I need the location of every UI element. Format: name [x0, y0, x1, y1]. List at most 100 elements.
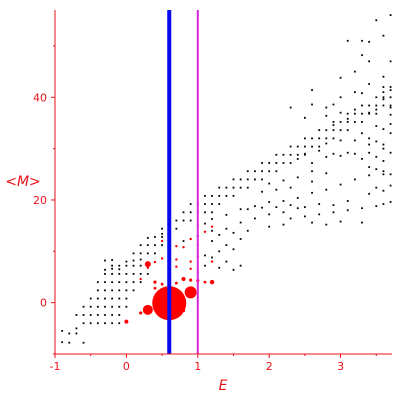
data-point	[232, 186, 235, 189]
data-point	[111, 264, 114, 267]
data-point	[268, 170, 271, 173]
data-point	[325, 188, 328, 191]
data-point	[289, 145, 292, 148]
data-point-red	[189, 260, 192, 263]
data-point	[332, 211, 335, 214]
data-point	[332, 137, 335, 140]
data-point	[111, 273, 114, 275]
data-point	[261, 170, 263, 173]
data-point	[375, 104, 378, 107]
data-point	[132, 281, 135, 284]
data-point	[96, 289, 99, 292]
data-point	[361, 104, 363, 107]
data-point	[382, 170, 385, 173]
data-point	[296, 145, 299, 148]
data-point	[225, 244, 228, 247]
data-point	[296, 207, 299, 210]
data-point-red	[160, 257, 164, 260]
data-point	[204, 194, 206, 197]
x-axis-title: E	[219, 378, 228, 394]
data-point	[246, 178, 249, 181]
data-point	[382, 34, 385, 37]
data-point	[246, 229, 249, 232]
data-point	[389, 201, 392, 203]
data-point	[268, 182, 271, 185]
data-point	[239, 221, 242, 224]
data-point-red	[139, 311, 143, 315]
data-point	[346, 129, 349, 132]
data-point-red	[153, 260, 157, 264]
data-point	[132, 252, 135, 255]
data-point	[282, 211, 285, 214]
data-point-red	[153, 286, 157, 290]
data-point	[339, 183, 342, 186]
data-point	[311, 191, 313, 194]
data-point	[104, 314, 106, 316]
data-point	[125, 281, 128, 284]
data-point	[111, 267, 114, 270]
data-point-red	[182, 246, 185, 249]
data-point	[389, 89, 392, 91]
data-point	[125, 305, 128, 308]
data-point	[225, 194, 228, 197]
data-point	[275, 206, 278, 209]
data-point	[389, 106, 392, 109]
data-point-red	[139, 277, 142, 281]
data-point	[346, 209, 349, 212]
data-point-red	[124, 319, 129, 324]
data-point	[225, 213, 228, 216]
data-point	[303, 152, 306, 155]
data-point	[111, 297, 114, 300]
data-point	[389, 151, 392, 154]
data-point	[382, 75, 385, 78]
data-point	[125, 289, 128, 292]
data-point	[254, 170, 256, 173]
data-point	[89, 305, 92, 308]
data-point	[311, 221, 313, 224]
data-point	[361, 112, 363, 115]
data-point	[239, 178, 242, 181]
data-point	[368, 60, 371, 63]
axes-layer	[54, 10, 392, 355]
data-point	[111, 281, 114, 284]
data-point	[232, 194, 235, 197]
data-point	[82, 322, 85, 325]
data-point	[361, 157, 363, 160]
data-point	[96, 314, 99, 316]
data-point	[375, 205, 378, 208]
data-point	[368, 112, 371, 115]
data-point	[239, 208, 242, 211]
data-point	[118, 297, 121, 300]
data-point	[353, 121, 356, 123]
data-point	[154, 236, 156, 238]
data-point	[389, 96, 392, 99]
data-point	[361, 54, 363, 57]
data-point	[239, 264, 242, 267]
data-point	[353, 70, 356, 73]
data-point	[311, 180, 313, 183]
data-point	[132, 289, 135, 292]
data-point	[104, 268, 106, 271]
x-tick-label: 2	[266, 360, 273, 373]
data-point-red	[210, 260, 214, 263]
data-point	[218, 194, 221, 197]
data-point	[382, 160, 385, 162]
data-point	[275, 162, 278, 164]
data-point	[368, 111, 371, 114]
data-point	[104, 297, 106, 300]
data-point-red	[189, 278, 193, 282]
data-point	[204, 222, 206, 225]
data-point	[118, 264, 121, 267]
y-tick-label: 20	[33, 194, 47, 207]
data-point-red	[203, 280, 207, 284]
data-point	[353, 108, 356, 111]
data-point	[389, 132, 392, 135]
data-point	[146, 273, 149, 275]
data-point	[353, 91, 356, 94]
data-point	[303, 116, 306, 119]
data-point	[339, 139, 342, 142]
data-point	[104, 289, 106, 292]
data-point	[368, 137, 371, 140]
data-point	[218, 203, 221, 205]
data-point	[125, 260, 128, 263]
